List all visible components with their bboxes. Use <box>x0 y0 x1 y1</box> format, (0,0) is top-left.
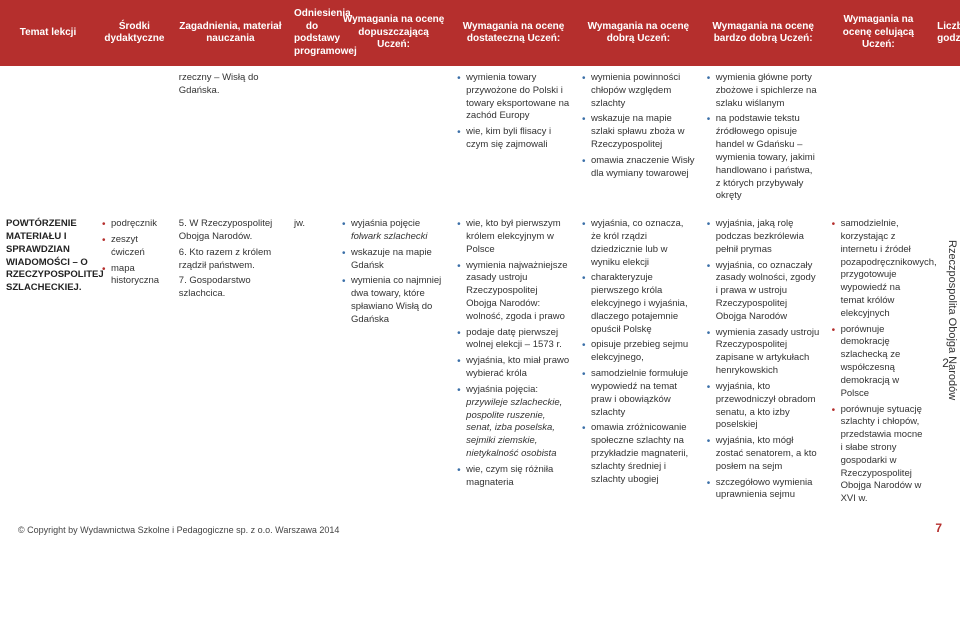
col-means: Środki dydaktyczne <box>96 0 173 66</box>
curriculum-table: Temat lekcji Środki dydaktyczne Zagadnie… <box>0 0 960 515</box>
page-footer: © Copyright by Wydawnictwa Szkolne i Ped… <box>0 515 960 543</box>
page-number: 7 <box>935 521 942 535</box>
col-topic: Temat lekcji <box>0 0 96 66</box>
issues: 5. W Rzeczypospolitej Obojga Narodów.6. … <box>173 212 288 515</box>
grade2-req: wyjaśnia pojęcie folwark szlacheckiwskaz… <box>336 212 451 515</box>
table-row-continuation: rzeczny – Wisłą do Gdańska. wymienia tow… <box>0 66 960 212</box>
g4-cont: wymienia powinności chłopów względem szl… <box>576 66 701 212</box>
lesson-topic: POWTÓRZENIE MATERIAŁU I SPRAWDZIAN WIADO… <box>0 212 96 515</box>
table-row-main: POWTÓRZENIE MATERIAŁU I SPRAWDZIAN WIADO… <box>0 212 960 515</box>
col-issues: Zagadnienia, materiał nauczania <box>173 0 288 66</box>
col-hours: Liczba godzin <box>931 0 960 66</box>
curriculum-ref: jw. <box>288 212 336 515</box>
col-ref: Odniesienia do podstawy programowej <box>288 0 336 66</box>
copyright-text: © Copyright by Wydawnictwa Szkolne i Ped… <box>18 525 339 535</box>
grade6-req: samodzielnie, korzystając z internetu i … <box>826 212 932 515</box>
col-grade5: Wymagania na ocenę bardzo dobrą Uczeń: <box>701 0 826 66</box>
table-header: Temat lekcji Środki dydaktyczne Zagadnie… <box>0 0 960 66</box>
col-grade4: Wymagania na ocenę dobrą Uczeń: <box>576 0 701 66</box>
issues-cont: rzeczny – Wisłą do Gdańska. <box>173 66 288 212</box>
teaching-means: podręcznikzeszyt ćwiczeńmapa historyczna <box>96 212 173 515</box>
grade3-req: wie, kto był pierwszym królem elekcyjnym… <box>451 212 576 515</box>
section-side-label: Rzeczpospolita Obojga Narodów <box>946 240 958 400</box>
grade5-req: wyjaśnia, jaką rolę podczas bezkrólewia … <box>701 212 826 515</box>
grade4-req: wyjaśnia, co oznacza, że król rządzi dzi… <box>576 212 701 515</box>
g5-cont: wymienia główne porty zbożowe i spichler… <box>701 66 826 212</box>
col-grade3: Wymagania na ocenę dostateczną Uczeń: <box>451 0 576 66</box>
g3-cont: wymienia towary przywożone do Polski i t… <box>451 66 576 212</box>
col-grade6: Wymagania na ocenę celującą Uczeń: <box>826 0 932 66</box>
